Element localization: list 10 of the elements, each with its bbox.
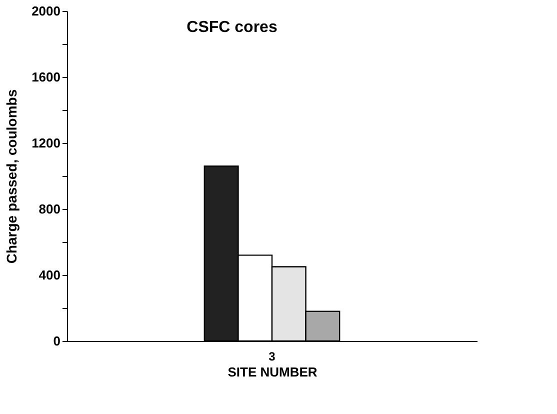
x-tick-label: 3 <box>268 350 276 364</box>
y-tick-label: 800 <box>38 202 60 216</box>
y-tick-label: 1600 <box>32 70 60 84</box>
x-axis-title: SITE NUMBER <box>228 364 318 380</box>
y-tick-label: 0 <box>53 334 60 348</box>
y-axis-title: Charge passed, coulombs <box>4 89 20 264</box>
y-tick-label: 1200 <box>32 136 60 150</box>
chart-title: CSFC cores <box>186 19 278 36</box>
y-tick-label: 2000 <box>32 4 60 18</box>
y-tick-label: 400 <box>38 268 60 282</box>
